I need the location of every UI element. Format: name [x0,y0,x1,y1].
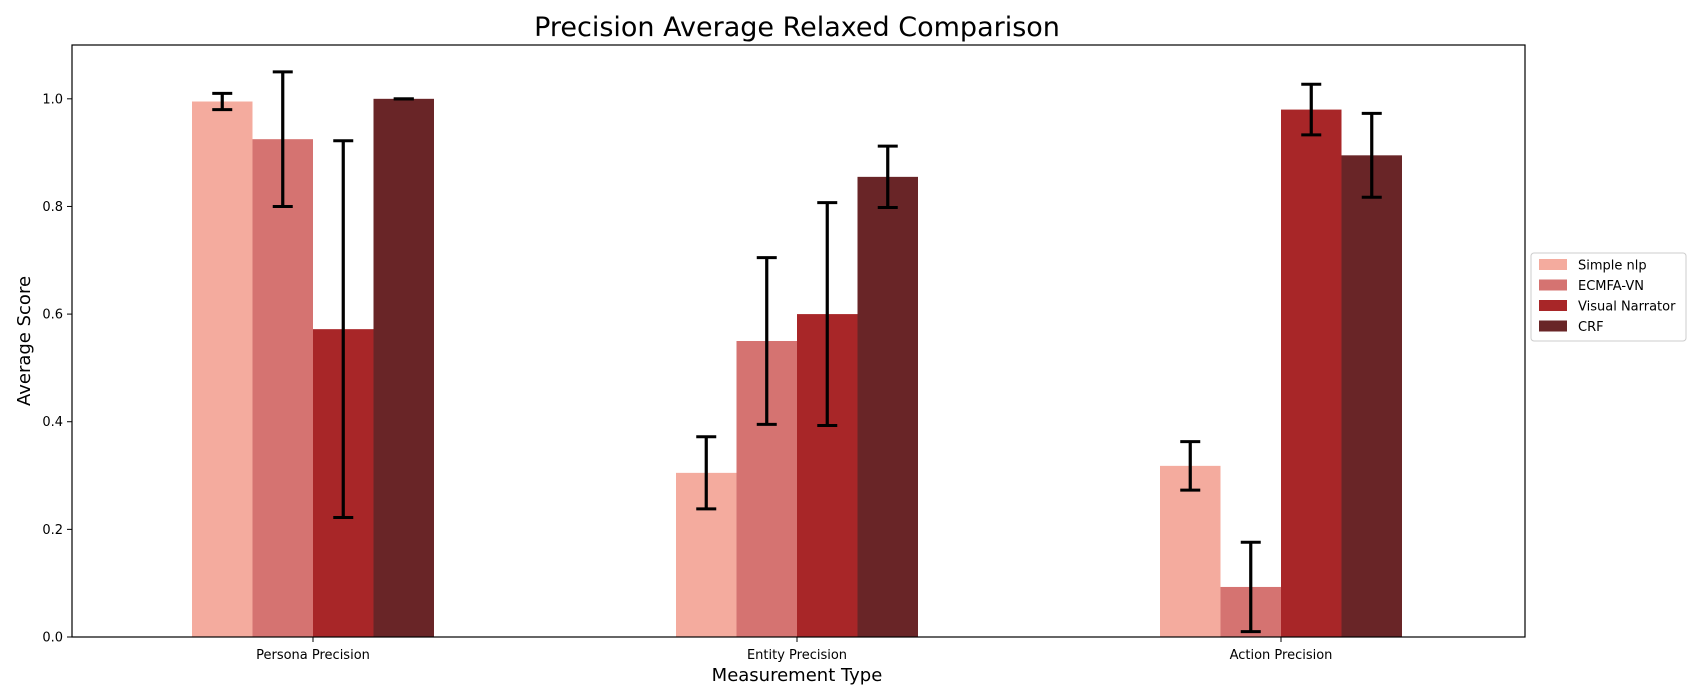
y-tick-label: 0.0 [42,631,63,646]
bar [1341,155,1402,637]
x-axis-label: Measurement Type [712,665,883,686]
bar [857,176,918,637]
y-axis: 0.0 0.2 0.4 0.6 0.8 1.0 [42,92,72,646]
bar [373,98,434,638]
legend-swatch [1539,320,1567,332]
chart-title: Precision Average Relaxed Comparison [534,12,1060,43]
y-tick-label: 0.6 [42,308,63,323]
x-tick-label: Entity Precision [747,648,847,663]
y-tick-label: 0.8 [42,200,63,215]
legend-label: Visual Narrator [1578,300,1676,315]
legend: Simple nlp ECMFA-VN Visual Narrator CRF [1530,252,1687,342]
legend-label: Simple nlp [1578,259,1647,274]
legend-label: ECMFA-VN [1578,279,1644,294]
legend-swatch [1539,300,1567,311]
y-tick-label: 0.4 [42,415,63,430]
bar [1281,109,1342,638]
bar [192,101,253,637]
legend-swatch [1539,279,1567,291]
y-axis-label: Average Score [14,276,35,406]
error-bars-layer [212,70,1382,634]
x-axis: Persona Precision Entity Precision Action … [256,637,1332,663]
y-tick-label: 0.2 [42,523,63,538]
x-tick-label: Action Precision [1230,648,1333,663]
legend-swatch [1539,259,1567,270]
plot-frame [71,44,1526,638]
bars-layer [192,98,1402,638]
bar [252,139,313,637]
legend-label: CRF [1578,320,1604,335]
legend-frame [1530,252,1687,342]
x-tick-label: Persona Precision [256,648,370,663]
bar [1160,465,1221,637]
y-tick-label: 1.0 [42,92,63,107]
